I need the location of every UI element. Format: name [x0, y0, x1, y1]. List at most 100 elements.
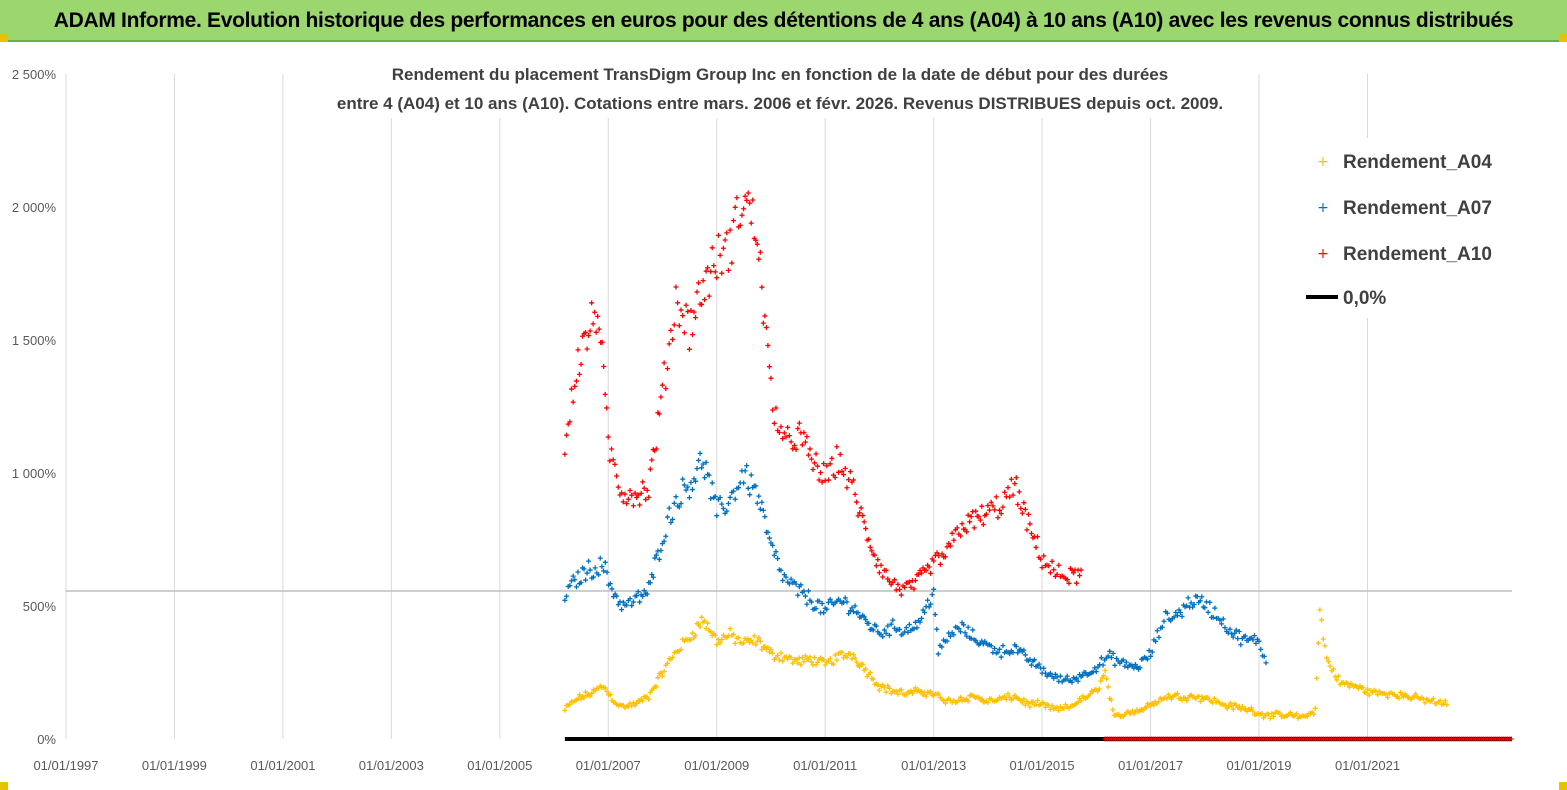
data-point [872, 552, 878, 558]
data-point [753, 237, 759, 243]
data-point [973, 508, 979, 514]
data-point [680, 313, 686, 319]
data-point [1041, 665, 1047, 671]
data-point [1197, 698, 1203, 704]
data-point [1236, 628, 1242, 634]
data-point [671, 322, 677, 328]
data-point [1000, 504, 1006, 510]
data-point [671, 500, 677, 506]
data-point [1042, 704, 1048, 710]
data-point [754, 241, 760, 247]
data-point [1096, 686, 1102, 692]
data-point [614, 593, 620, 599]
data-point [581, 695, 587, 701]
data-point [783, 574, 789, 580]
data-point [836, 469, 842, 475]
data-point [744, 463, 750, 469]
data-point [619, 490, 625, 496]
data-point [801, 659, 807, 665]
data-point [768, 375, 774, 381]
data-point [649, 571, 655, 577]
data-point [1242, 633, 1248, 639]
data-point [750, 197, 756, 203]
data-point [590, 574, 596, 580]
data-point [846, 611, 852, 617]
data-point [634, 700, 640, 706]
data-point [1211, 696, 1217, 702]
data-point [821, 657, 827, 663]
data-point [867, 669, 873, 675]
data-point [968, 514, 974, 520]
data-point [632, 490, 638, 496]
data-point [681, 482, 687, 488]
data-point [680, 476, 686, 482]
data-point [912, 619, 918, 625]
data-point [1100, 662, 1106, 668]
legend-box [1280, 138, 1508, 318]
data-point [893, 688, 899, 694]
data-point [825, 477, 831, 483]
data-point [883, 630, 889, 636]
data-point [599, 564, 605, 570]
data-point [573, 378, 579, 384]
data-point [998, 654, 1004, 660]
data-point [1054, 674, 1060, 680]
data-point [888, 621, 894, 627]
data-point [992, 645, 998, 651]
data-point [741, 206, 747, 212]
data-point [858, 505, 864, 511]
data-point [851, 609, 857, 615]
data-point [780, 658, 786, 664]
data-point [965, 624, 971, 630]
data-point [589, 690, 595, 696]
data-point [917, 567, 923, 573]
x-tick-label: 01/01/2015 [1010, 758, 1075, 773]
data-point [703, 268, 709, 274]
data-point [881, 627, 887, 633]
data-point [1005, 691, 1011, 697]
data-point [1078, 698, 1084, 704]
data-point [988, 643, 994, 649]
data-point [1363, 690, 1369, 696]
banner-title: ADAM Informe. Evolution historique des p… [53, 9, 1514, 32]
data-point [949, 530, 955, 536]
data-point [1047, 570, 1053, 576]
data-point [1176, 607, 1182, 613]
data-point [876, 570, 882, 576]
data-point [970, 627, 976, 633]
data-point [1225, 630, 1231, 636]
data-point [760, 507, 766, 513]
data-point [951, 632, 957, 638]
data-point [612, 461, 618, 467]
data-point [641, 588, 647, 594]
data-point [587, 328, 593, 334]
data-point [926, 564, 932, 570]
data-point [675, 300, 681, 306]
data-point [1271, 713, 1277, 719]
data-point [799, 442, 805, 448]
data-point [663, 533, 669, 539]
data-point [1080, 672, 1086, 678]
data-point [1311, 711, 1317, 717]
data-point [895, 581, 901, 587]
data-point [1441, 701, 1447, 707]
data-point [766, 535, 772, 541]
data-point [1108, 697, 1114, 703]
data-point [1173, 609, 1179, 615]
data-point [587, 693, 593, 699]
data-point [580, 333, 586, 339]
data-point [1227, 700, 1233, 706]
data-point [1071, 570, 1076, 576]
data-point [808, 456, 814, 462]
data-point [1049, 703, 1055, 709]
data-point [627, 488, 633, 494]
data-point [719, 270, 725, 276]
x-tick-label: 01/01/2007 [576, 758, 641, 773]
data-point [759, 647, 765, 653]
data-point [1259, 711, 1265, 717]
data-point [852, 491, 858, 497]
data-point [946, 540, 952, 546]
data-point [906, 579, 912, 585]
data-point [944, 544, 950, 550]
data-point [1151, 702, 1157, 708]
